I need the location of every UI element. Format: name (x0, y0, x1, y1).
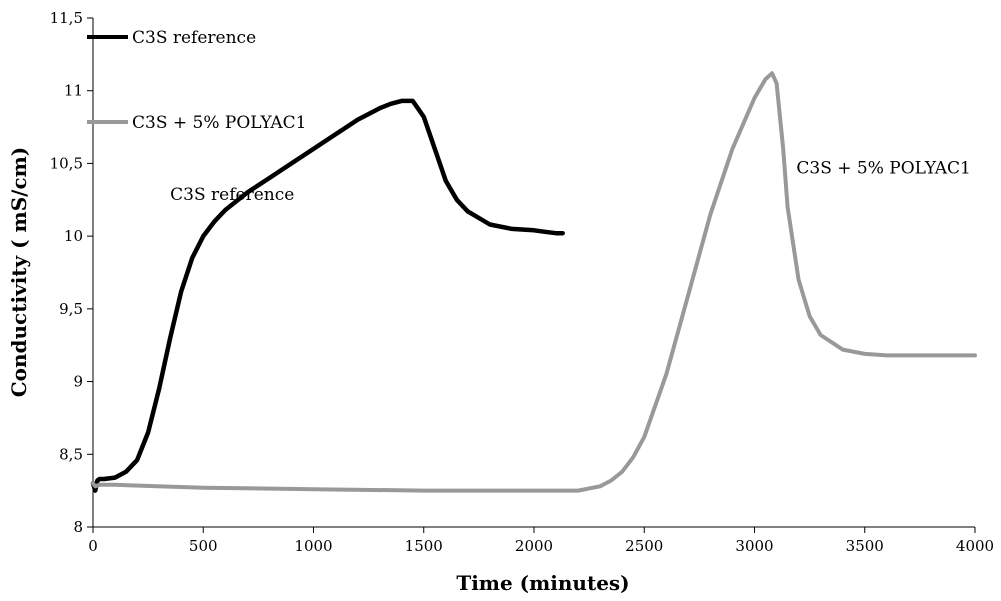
legend-label: C3S reference (132, 28, 256, 48)
y-tick-label: 11,5 (50, 9, 83, 27)
x-tick-label: 1500 (405, 537, 443, 555)
x-axis-ticks: 0 500 1000 1500 2000 2500 3000 3500 4000 (88, 527, 994, 555)
series-annotation: C3S + 5% POLYAC1 (796, 159, 970, 179)
y-tick-label: 9 (73, 373, 83, 391)
x-tick-label: 500 (189, 537, 218, 555)
series-annotation: C3S reference (170, 185, 294, 205)
axes (92, 18, 975, 528)
series-line-2 (91, 71, 977, 493)
x-tick-label: 3500 (846, 537, 884, 555)
y-tick-label: 10 (64, 227, 83, 245)
y-axis-label: Conductivity ( mS/cm) (7, 147, 31, 398)
x-tick-label: 2500 (625, 537, 663, 555)
series-layer (90, 71, 977, 493)
y-tick-label: 11 (64, 82, 83, 100)
y-tick-label: 9,5 (59, 300, 83, 318)
x-tick-label: 3000 (735, 537, 773, 555)
x-tick-label: 1000 (294, 537, 332, 555)
series-line-1 (90, 98, 565, 493)
x-tick-label: 4000 (956, 537, 994, 555)
y-axis-ticks: 8 8,5 9 9,5 10 10,5 11 11,5 (50, 9, 93, 536)
y-tick-label: 8 (73, 518, 83, 536)
x-axis-label: Time (minutes) (456, 571, 629, 595)
legend-label: C3S + 5% POLYAC1 (132, 113, 306, 133)
y-tick-label: 10,5 (50, 154, 83, 172)
x-tick-label: 0 (88, 537, 98, 555)
y-tick-label: 8,5 (59, 445, 83, 463)
annotations: C3S reference C3S + 5% POLYAC1 (170, 159, 971, 205)
legend: C3S reference C3S + 5% POLYAC1 (87, 28, 306, 133)
x-tick-label: 2000 (515, 537, 553, 555)
